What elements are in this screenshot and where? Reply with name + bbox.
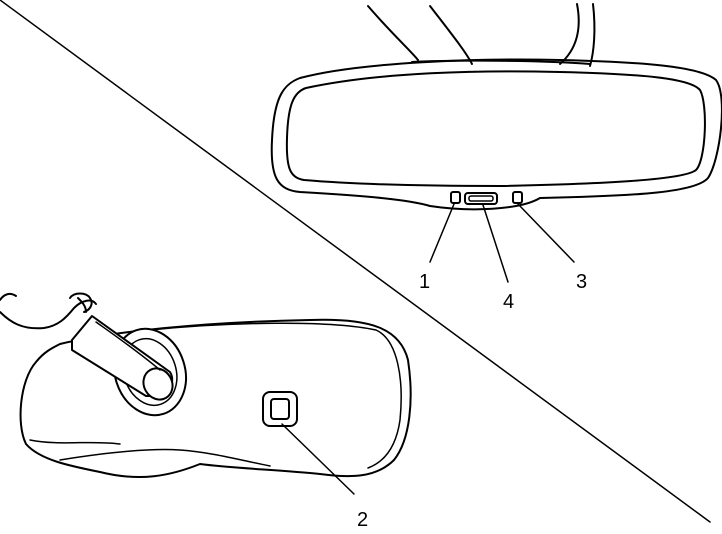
mirror-bottom-ridge — [59, 448, 271, 467]
leader-3 — [517, 203, 575, 263]
leader-1 — [429, 203, 455, 263]
front-view-mirror — [270, 3, 722, 283]
callout-3: 3 — [576, 271, 587, 293]
mount-stem-edge — [95, 321, 161, 371]
mount-arm-line — [429, 5, 473, 65]
callout-1: 1 — [419, 271, 430, 293]
mount-arm-line — [367, 5, 419, 61]
mirror-body — [19, 318, 412, 479]
leader-4 — [482, 204, 509, 283]
diagonal-divider — [0, 0, 711, 523]
hand-thumb-crease — [77, 297, 87, 313]
hand-outline — [0, 299, 97, 330]
mirror-back-rim — [149, 322, 402, 469]
sensor-1 — [450, 191, 461, 204]
button-2-outer — [262, 391, 298, 427]
mount-stem-end — [142, 367, 174, 401]
hand-finger — [0, 292, 17, 301]
mirror-housing — [270, 58, 722, 211]
mount-arm-line — [559, 3, 580, 65]
mirror-glass — [285, 70, 706, 187]
sensor-3 — [512, 191, 523, 204]
button-2-inner — [270, 398, 290, 420]
callout-2: 2 — [357, 509, 368, 531]
callout-4: 4 — [503, 291, 514, 313]
rear-view-mirror — [0, 292, 412, 495]
mirror-bottom-ridge — [29, 439, 121, 445]
indicator-4-inner — [468, 195, 494, 202]
hand-thumb — [69, 292, 93, 313]
indicator-4 — [464, 192, 498, 205]
leader-2 — [281, 423, 355, 495]
mount-arm-line — [589, 3, 596, 67]
